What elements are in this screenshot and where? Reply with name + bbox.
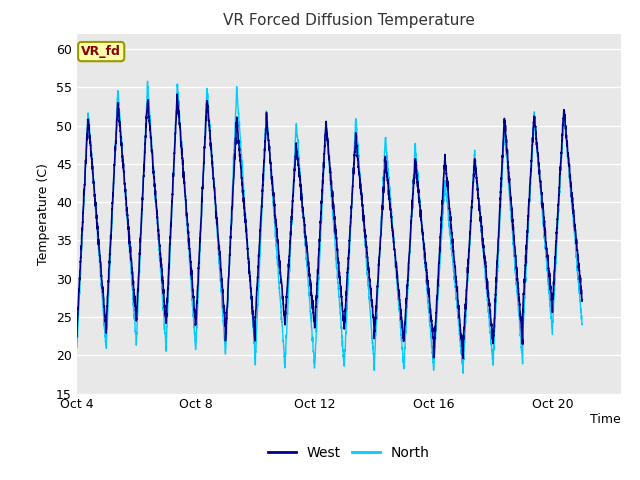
Text: VR_fd: VR_fd: [81, 45, 121, 58]
Legend: West, North: West, North: [262, 441, 435, 466]
Y-axis label: Temperature (C): Temperature (C): [37, 163, 51, 264]
X-axis label: Time: Time: [590, 413, 621, 426]
Title: VR Forced Diffusion Temperature: VR Forced Diffusion Temperature: [223, 13, 475, 28]
